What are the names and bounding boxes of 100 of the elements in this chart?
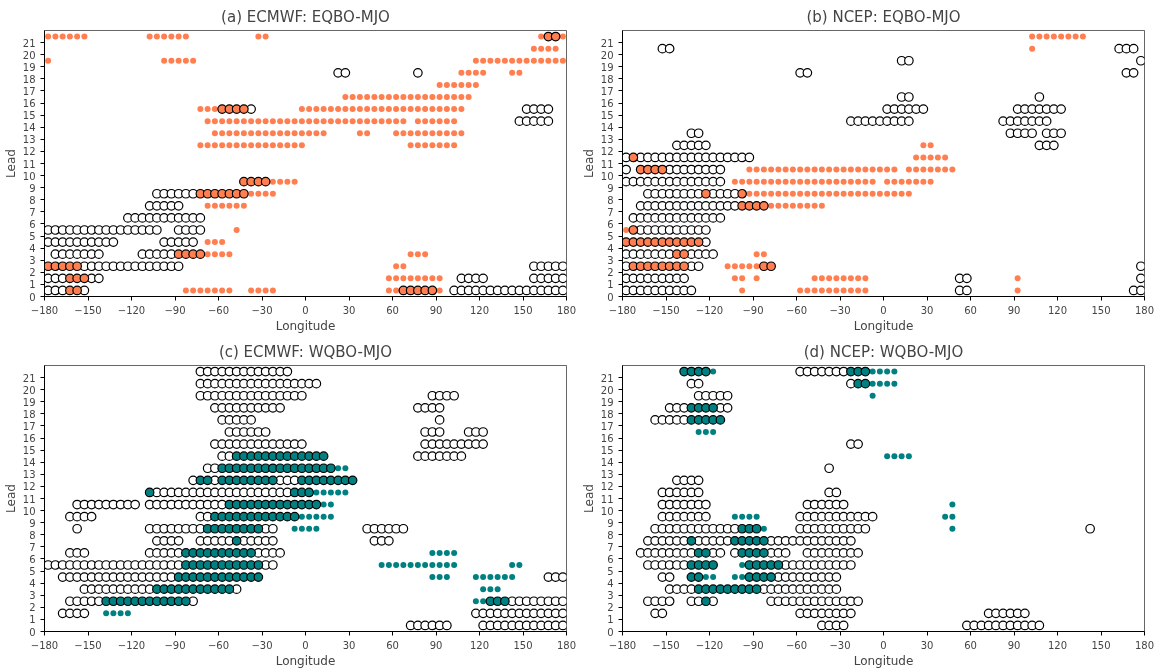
x-tick-label: 90	[429, 639, 443, 651]
x-tick-label: 60	[386, 304, 399, 316]
y-tick-label: 21	[600, 37, 614, 49]
x-tick-label: −60	[207, 304, 230, 316]
y-tick-label: 5	[607, 566, 614, 578]
y-tick-label: 16	[600, 98, 614, 110]
point	[472, 598, 479, 605]
x-tick-label: 90	[1007, 639, 1021, 651]
y-tick-label: 19	[22, 61, 36, 73]
y-tick-label: 20	[22, 49, 36, 61]
point	[731, 513, 738, 520]
y-tick-label: 5	[29, 566, 36, 578]
y-tick-label: 6	[29, 218, 36, 230]
point	[436, 549, 443, 556]
x-tick-label: 30	[920, 639, 934, 651]
point	[501, 574, 508, 581]
point	[708, 402, 718, 413]
x-axis-title: Longitude	[275, 318, 336, 333]
y-tick-label: 13	[600, 469, 614, 481]
x-tick-label: −30	[829, 304, 851, 316]
y-tick-label: 7	[607, 206, 614, 218]
x-tick-label: 120	[1047, 639, 1068, 651]
y-tick-label: 3	[29, 590, 36, 602]
point	[414, 562, 421, 568]
x-tick-label: 180	[556, 304, 577, 316]
y-tick-label: 9	[29, 182, 36, 194]
x-tick-label: 90	[1007, 304, 1021, 316]
point	[737, 188, 747, 199]
y-tick-label: 8	[29, 529, 36, 541]
point	[766, 261, 776, 272]
y-tick-label: 4	[607, 243, 614, 255]
x-tick-label: −180	[608, 639, 637, 651]
y-tick-label: 21	[22, 37, 36, 49]
y-tick-label: 8	[607, 529, 614, 541]
y-tick-label: 9	[29, 517, 36, 529]
point	[429, 574, 436, 581]
y-axis-title: Lead	[581, 149, 596, 178]
point	[759, 200, 769, 211]
y-tick-label: 0	[607, 291, 614, 303]
point	[898, 453, 905, 460]
point	[891, 453, 898, 460]
chart-title: (c) ECMWF: WQBO-MJO	[218, 342, 393, 361]
point	[693, 572, 704, 582]
y-tick-label: 6	[29, 553, 36, 565]
y-tick-label: 7	[29, 541, 36, 553]
y-tick-label: 14	[600, 122, 614, 134]
point	[715, 415, 726, 425]
x-tick-label: −120	[117, 304, 146, 316]
y-tick-label: 11	[22, 158, 36, 170]
y-tick-label: 13	[600, 134, 614, 146]
point	[701, 188, 711, 199]
y-tick-label: 1	[607, 279, 614, 291]
x-tick-label: −30	[251, 639, 273, 651]
point	[860, 378, 871, 389]
point	[298, 525, 305, 532]
point	[679, 237, 689, 247]
y-tick-label: 1	[607, 614, 614, 626]
y-tick-label: 21	[22, 372, 36, 384]
x-tick-label: 90	[429, 304, 443, 316]
point	[436, 562, 443, 568]
point	[124, 610, 131, 617]
point	[451, 549, 458, 556]
y-tick-label: 20	[600, 384, 614, 396]
point	[550, 31, 561, 42]
point	[509, 574, 516, 581]
point	[679, 261, 689, 272]
y-tick-label: 0	[29, 291, 36, 303]
point	[327, 489, 334, 496]
y-tick-label: 4	[29, 243, 36, 255]
point	[110, 610, 117, 617]
point	[701, 548, 711, 558]
point	[480, 598, 487, 605]
point	[494, 586, 501, 593]
x-tick-label: 0	[302, 639, 309, 651]
point	[695, 429, 702, 435]
y-tick-label: 19	[600, 396, 614, 408]
x-tick-label: 0	[302, 304, 309, 316]
x-tick-label: 150	[1091, 304, 1111, 316]
point	[320, 513, 327, 520]
point	[905, 453, 912, 460]
point	[400, 562, 407, 568]
y-tick-label: 8	[29, 194, 36, 206]
y-tick-label: 19	[22, 396, 36, 408]
y-tick-label: 18	[22, 73, 36, 85]
point	[701, 596, 711, 607]
x-tick-label: 0	[880, 304, 887, 316]
point	[342, 465, 349, 472]
x-tick-label: −120	[117, 639, 146, 651]
y-tick-label: 11	[600, 158, 614, 170]
y-axis-title: Lead	[3, 149, 18, 178]
point	[342, 489, 349, 496]
x-tick-label: 180	[1134, 639, 1155, 651]
point	[891, 368, 898, 375]
x-tick-label: 150	[513, 639, 533, 651]
point	[766, 560, 776, 570]
y-tick-label: 2	[29, 267, 36, 279]
point	[306, 525, 313, 532]
point	[72, 261, 82, 272]
point	[679, 249, 689, 260]
point	[480, 586, 487, 593]
